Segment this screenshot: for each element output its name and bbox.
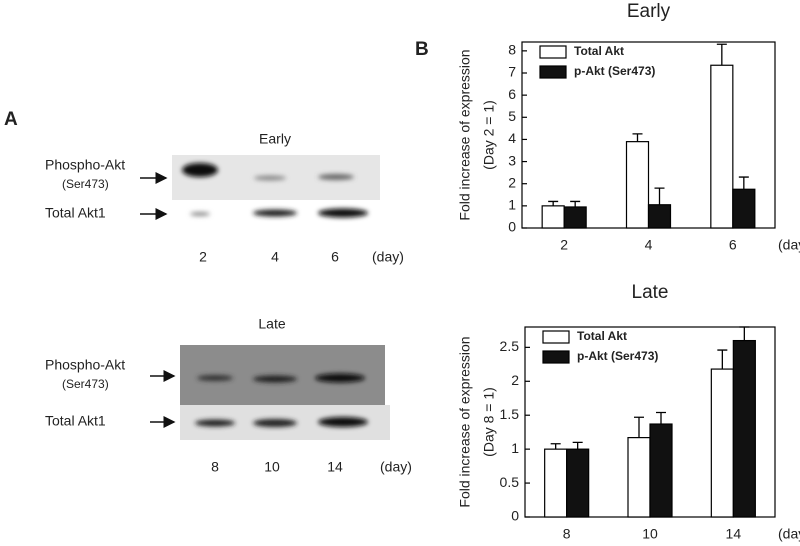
x-unit: (day) <box>778 237 800 253</box>
bar <box>627 437 651 518</box>
x-tick-label: 14 <box>726 526 742 542</box>
row-label: (Ser473) <box>62 377 109 391</box>
chart-title: Early <box>627 1 671 22</box>
y-axis-label: Fold increase of expression <box>457 49 473 220</box>
bar <box>625 141 650 229</box>
panel-label: A <box>4 109 18 130</box>
legend-swatch <box>539 45 567 59</box>
y-tick-label: 0 <box>508 219 516 235</box>
x-tick-label: 6 <box>729 237 737 253</box>
lane-unit: (day) <box>380 459 412 475</box>
x-tick-label: 4 <box>645 237 653 253</box>
error-bar <box>632 133 643 142</box>
x-tick-label: 8 <box>563 526 571 542</box>
bar <box>566 448 590 518</box>
lane-label: 14 <box>327 459 343 475</box>
bar <box>710 64 734 229</box>
y-axis-label: (Day 2 = 1) <box>481 100 497 170</box>
x-tick-label: 2 <box>560 237 568 253</box>
x-tick-label: 10 <box>642 526 658 542</box>
error-bar <box>570 200 581 207</box>
blot-title: Late <box>258 316 285 332</box>
bar <box>544 448 568 518</box>
error-bar <box>717 349 728 370</box>
error-bar <box>654 187 665 205</box>
legend-label: p-Akt (Ser473) <box>574 64 655 78</box>
y-tick-label: 3 <box>508 152 516 168</box>
lane-label: 2 <box>199 249 207 265</box>
legend-swatch <box>539 65 567 79</box>
y-tick-label: 1 <box>508 197 516 213</box>
bar <box>732 188 756 229</box>
error-bar <box>656 411 666 425</box>
legend-swatch <box>542 330 570 344</box>
y-tick-label: 0 <box>511 508 519 524</box>
y-tick-label: 2 <box>508 174 516 190</box>
lane-unit: (day) <box>372 249 404 265</box>
legend-label: Total Akt <box>577 329 627 343</box>
y-tick-label: 1.5 <box>500 406 520 422</box>
y-axis-label: (Day 8 = 1) <box>481 387 497 457</box>
panel-label: B <box>415 39 429 60</box>
y-tick-label: 6 <box>508 86 516 102</box>
row-label: Total Akt1 <box>45 413 106 429</box>
error-bar <box>739 326 750 341</box>
row-label: (Ser473) <box>62 177 109 191</box>
y-tick-label: 2.5 <box>500 338 520 354</box>
row-label: Phospho-Akt <box>45 357 125 373</box>
y-tick-label: 0.5 <box>500 474 520 490</box>
lane-label: 8 <box>211 459 219 475</box>
error-bar <box>572 441 583 450</box>
chart-title: Late <box>632 282 669 303</box>
lane-label: 6 <box>331 249 339 265</box>
bar <box>649 423 673 518</box>
y-tick-label: 1 <box>511 440 519 456</box>
legend-label: p-Akt (Ser473) <box>577 349 658 363</box>
bar <box>563 206 587 229</box>
legend-label: Total Akt <box>574 44 624 58</box>
blot-title: Early <box>259 131 291 147</box>
y-axis-label: Fold increase of expression <box>457 336 473 507</box>
blot-late: Late Phospho-Akt (Ser473) Total Akt1 8 1… <box>45 316 412 475</box>
y-tick-label: 2 <box>511 372 519 388</box>
error-bar <box>738 176 749 190</box>
error-bar <box>634 416 644 438</box>
row-label: Total Akt1 <box>45 205 106 221</box>
y-tick-label: 4 <box>508 130 516 146</box>
x-unit: (day) <box>778 526 800 542</box>
error-bar <box>716 43 727 66</box>
y-tick-label: 5 <box>508 108 516 124</box>
row-label: Phospho-Akt <box>45 157 125 173</box>
lane-label: 4 <box>271 249 279 265</box>
lane-label: 10 <box>264 459 280 475</box>
y-tick-label: 8 <box>508 42 516 58</box>
error-bar <box>550 443 561 450</box>
y-tick-label: 7 <box>508 64 516 80</box>
bar <box>732 339 756 518</box>
legend-swatch <box>542 350 570 364</box>
blot-early: Early Phospho-Akt (Ser473) Total Akt1 2 … <box>45 131 404 265</box>
bar <box>541 205 565 229</box>
error-bar <box>548 200 559 206</box>
bar <box>710 368 734 518</box>
bar <box>647 204 672 229</box>
